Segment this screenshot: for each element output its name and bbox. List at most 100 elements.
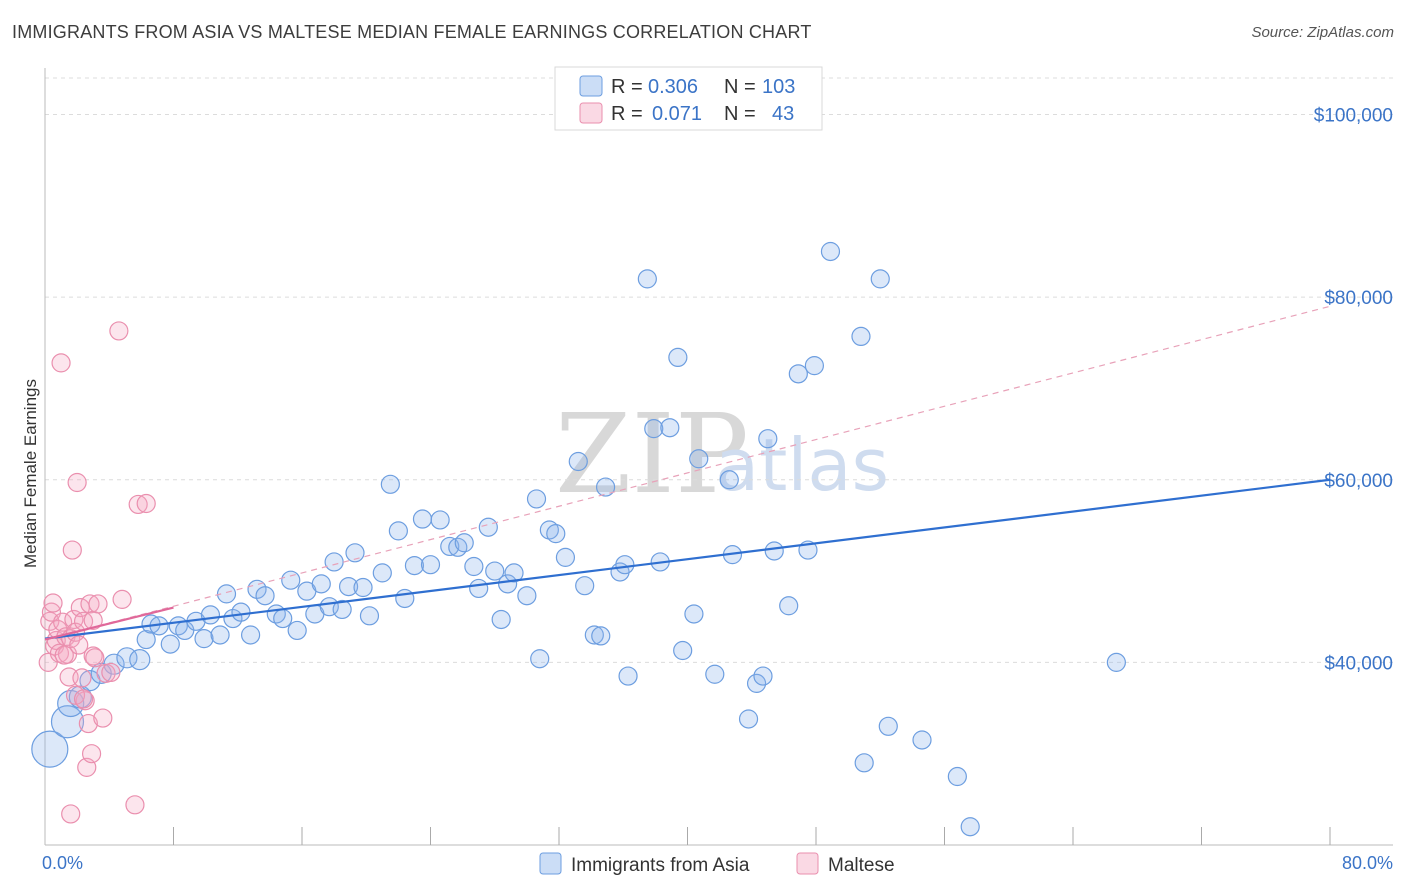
legend-r-label: R = [611, 76, 643, 98]
asia-point [960, 817, 980, 837]
legend-swatch-maltese [579, 102, 603, 124]
legend-n-value: 43 [772, 103, 794, 125]
asia-point [412, 509, 433, 529]
asia-point [779, 596, 799, 616]
asia-point [738, 709, 759, 729]
asia-point [281, 570, 301, 590]
asia-point [851, 326, 871, 347]
axes [44, 68, 1393, 846]
asia-point [129, 649, 151, 671]
asia-point [705, 664, 725, 684]
asia-point [31, 730, 69, 768]
trend-lines [44, 305, 1331, 641]
asia-point [136, 629, 156, 650]
asia-point [216, 584, 237, 604]
legend-swatch-asia [579, 75, 603, 97]
chart-title: IMMIGRANTS FROM ASIA VS MALTESE MEDIAN F… [12, 22, 812, 42]
asia-point [420, 555, 441, 575]
y-tick-label: $60,000 [1324, 471, 1393, 492]
asia-point [539, 520, 559, 540]
maltese-point [88, 594, 108, 614]
asia-point [440, 536, 460, 557]
asia-point [388, 521, 408, 541]
source-label: Source: ZipAtlas.com [1251, 24, 1394, 41]
asia-point [404, 555, 425, 576]
asia-point [912, 730, 932, 750]
asia-point [618, 666, 638, 686]
asia-point [788, 364, 808, 384]
maltese-point [73, 689, 94, 709]
series-legend-label-asia: Immigrants from Asia [571, 855, 750, 876]
asia-point [231, 602, 251, 622]
asia-point [273, 608, 293, 629]
series-legend-label-maltese: Maltese [828, 855, 895, 876]
maltese-point [51, 353, 71, 373]
asia-point [719, 470, 739, 490]
asia-point [660, 418, 680, 438]
asia-point [870, 269, 890, 289]
x-tick-labels: 0.0% 80.0% [42, 853, 1393, 873]
asia-point [758, 429, 778, 449]
asia-point [241, 625, 261, 645]
y-tick-label: $40,000 [1324, 653, 1393, 674]
y-axis-label: Median Female Earnings [21, 379, 40, 568]
asia-point [584, 625, 604, 645]
maltese-trend-extension [44, 305, 1331, 641]
asia-point [764, 541, 784, 561]
y-tick-labels: $40,000 $60,000 $80,000 $100,000 [1314, 106, 1393, 675]
asia-point [311, 574, 331, 594]
asia-point [854, 753, 874, 773]
maltese-point [72, 668, 92, 688]
asia-point [345, 543, 365, 563]
asia-point [50, 705, 85, 739]
asia-point [591, 626, 611, 646]
maltese-point [53, 612, 73, 632]
maltese-point [93, 708, 113, 728]
asia-point [673, 640, 693, 661]
legend-n-label: N = [724, 103, 756, 125]
asia-point [372, 563, 392, 583]
asia-point [644, 419, 664, 439]
legend-n-value: 103 [762, 76, 795, 98]
asia-point [689, 449, 709, 469]
gridlines [45, 77, 1393, 663]
asia-point [287, 620, 307, 641]
asia-point [395, 588, 415, 609]
asia-point [324, 552, 344, 572]
maltese-trend-line [44, 606, 174, 641]
maltese-point [43, 593, 63, 613]
maltese-point [67, 472, 87, 493]
asia-point [430, 510, 450, 530]
x-tick-label-max: 80.0% [1342, 853, 1393, 873]
legend-box [554, 66, 823, 131]
asia-point [568, 451, 588, 472]
asia-point [454, 533, 474, 553]
maltese-point [78, 713, 98, 734]
watermark-atlas: atlas [715, 423, 889, 507]
asia-point [526, 489, 547, 509]
asia-trend-line [44, 478, 1331, 640]
y-tick-label: $100,000 [1314, 106, 1393, 127]
asia-point [485, 561, 505, 581]
maltese-point [109, 321, 129, 341]
data-points [31, 241, 1126, 837]
asia-point [575, 576, 595, 596]
asia-point [464, 556, 484, 577]
asia-point [753, 666, 773, 686]
asia-point [338, 576, 359, 597]
asia-point [684, 604, 704, 624]
maltese-point [69, 635, 89, 655]
asia-point [615, 555, 635, 575]
maltese-point [112, 589, 132, 609]
legend-r-label: R = [611, 103, 643, 125]
maltese-point [80, 594, 100, 614]
asia-point [210, 625, 230, 645]
asia-point [353, 577, 373, 598]
asia-point [332, 599, 352, 620]
asia-point [878, 716, 898, 736]
asia-point [498, 574, 518, 594]
asia-point [804, 356, 824, 376]
maltese-point [85, 648, 105, 668]
series-legend-swatch-maltese [796, 852, 819, 875]
